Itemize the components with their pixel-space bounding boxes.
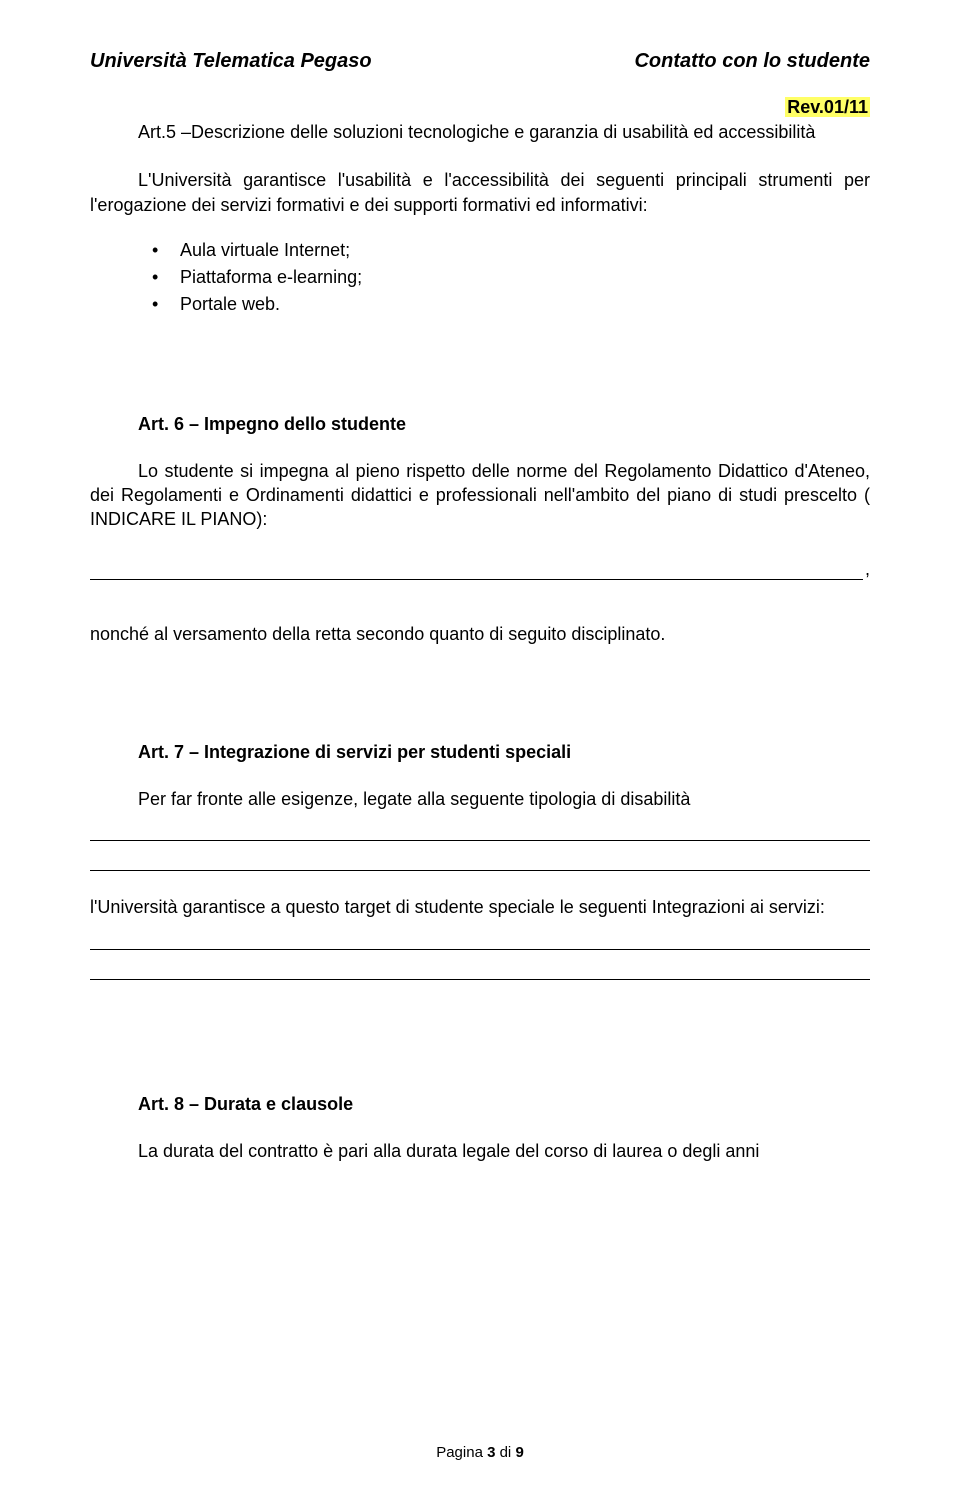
art6-after-paragraph: nonché al versamento della retta secondo… (90, 622, 870, 646)
header-left: Università Telematica Pegaso (90, 50, 372, 73)
page-label-pre: Pagina (436, 1444, 487, 1461)
comma: , (863, 559, 870, 580)
art7-blank-line-1[interactable] (90, 819, 870, 841)
list-item: Portale web. (90, 291, 870, 318)
art5-title-block: Art.5 –Descrizione delle soluzioni tecno… (90, 120, 870, 144)
revision-highlight: Rev.01/11 (785, 97, 870, 117)
art5-title: Art.5 –Descrizione delle soluzioni tecno… (138, 122, 815, 142)
art6-blank-line[interactable] (90, 558, 863, 580)
page-total: 9 (515, 1444, 523, 1461)
art5-title-prefix: Art.5 – (138, 122, 191, 142)
page-number: Pagina 3 di 9 (90, 1444, 870, 1461)
art6-paragraph: Lo studente si impegna al pieno rispetto… (90, 459, 870, 532)
header-rule: ________________________________________… (90, 75, 870, 91)
art7-paragraph-2: l'Università garantisce a questo target … (90, 895, 870, 919)
page-footer: ________________________________________… (90, 1416, 870, 1461)
art5-paragraph: L'Università garantisce l'usabilità e l'… (90, 168, 870, 217)
art5-bullet-list: Aula virtuale Internet; Piattaforma e-le… (90, 237, 870, 318)
page-header: Università Telematica Pegaso Contatto co… (90, 50, 870, 73)
list-item: Piattaforma e-learning; (90, 264, 870, 291)
revision-label: Rev.01/11 (90, 97, 870, 118)
art7-blank-line-3[interactable] (90, 928, 870, 950)
art7-paragraph-1: Per far fronte alle esigenze, legate all… (90, 787, 870, 811)
list-item: Aula virtuale Internet; (90, 237, 870, 264)
art6-title: Art. 6 – Impegno dello studente (90, 414, 870, 435)
art8-title: Art. 8 – Durata e clausole (90, 1094, 870, 1115)
art5-title-rest: Descrizione delle soluzioni tecnologiche… (191, 122, 815, 142)
art8-paragraph: La durata del contratto è pari alla dura… (90, 1139, 870, 1163)
footer-rule: ________________________________________… (90, 1418, 870, 1434)
page-label-post: di (495, 1444, 515, 1461)
art7-blank-line-4[interactable] (90, 958, 870, 980)
art7-blank-line-2[interactable] (90, 849, 870, 871)
header-right: Contatto con lo studente (634, 50, 870, 73)
art7-title: Art. 7 – Integrazione di servizi per stu… (90, 742, 870, 763)
